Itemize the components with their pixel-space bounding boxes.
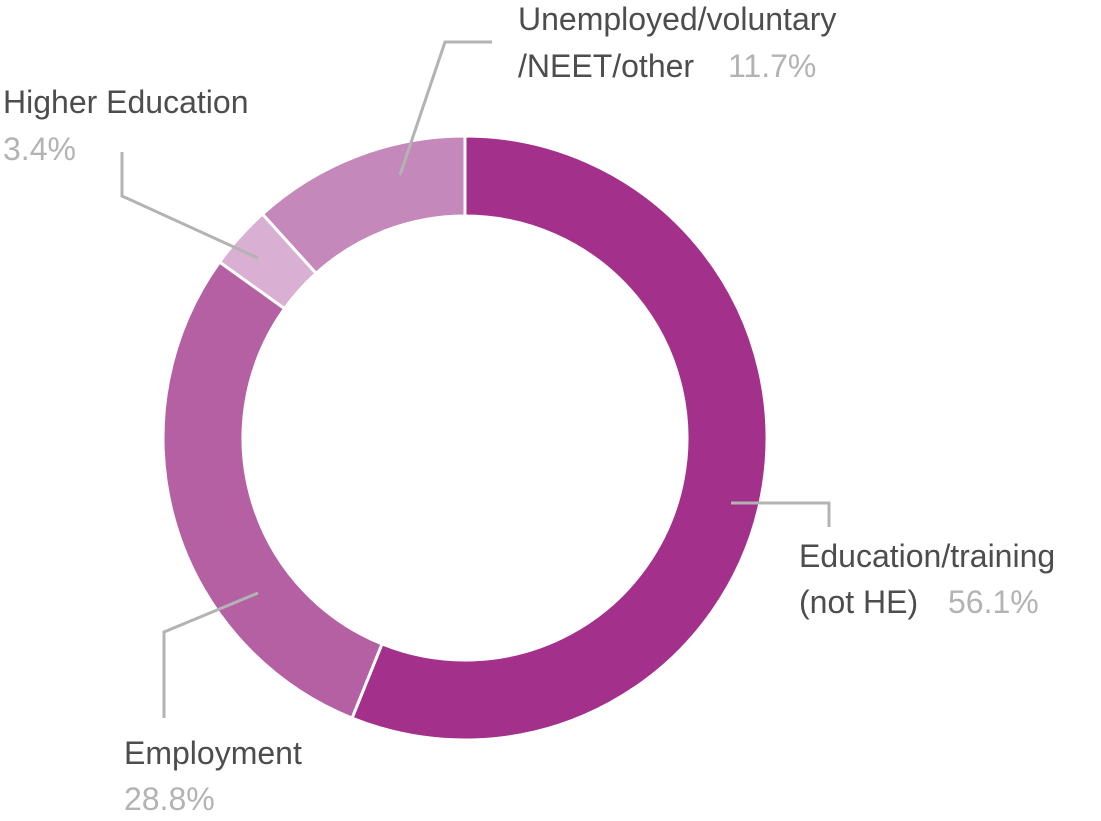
slice-label-3-line-0: Unemployed/voluntary bbox=[518, 1, 836, 37]
leader-line-2 bbox=[120, 152, 259, 260]
donut-slice-0 bbox=[350, 134, 769, 742]
leader-lines-group bbox=[120, 40, 831, 718]
slice-percent-2: 3.4% bbox=[3, 131, 76, 167]
slice-label-0-line-0: Education/training bbox=[799, 538, 1055, 574]
leader-line-0 bbox=[731, 501, 831, 527]
slice-percent-0: 56.1% bbox=[948, 584, 1039, 620]
leader-line-3 bbox=[398, 40, 492, 176]
slice-label-1-line-0: Employment bbox=[124, 735, 302, 771]
leader-line-1 bbox=[162, 591, 259, 718]
slice-label-3-line-1: /NEET/other bbox=[518, 48, 694, 84]
slice-label-0-line-1: (not HE) bbox=[799, 584, 918, 620]
slice-percent-3: 11.7% bbox=[728, 48, 816, 84]
labels-group: Education/training (not HE) 56.1% Employmen… bbox=[3, 1, 1055, 817]
slice-label-2-line-0: Higher Education bbox=[3, 84, 248, 120]
donut-slice-3 bbox=[260, 134, 467, 276]
donut-slice-1 bbox=[161, 259, 384, 721]
slice-percent-1: 28.8% bbox=[124, 781, 215, 817]
slices-group bbox=[161, 134, 769, 742]
